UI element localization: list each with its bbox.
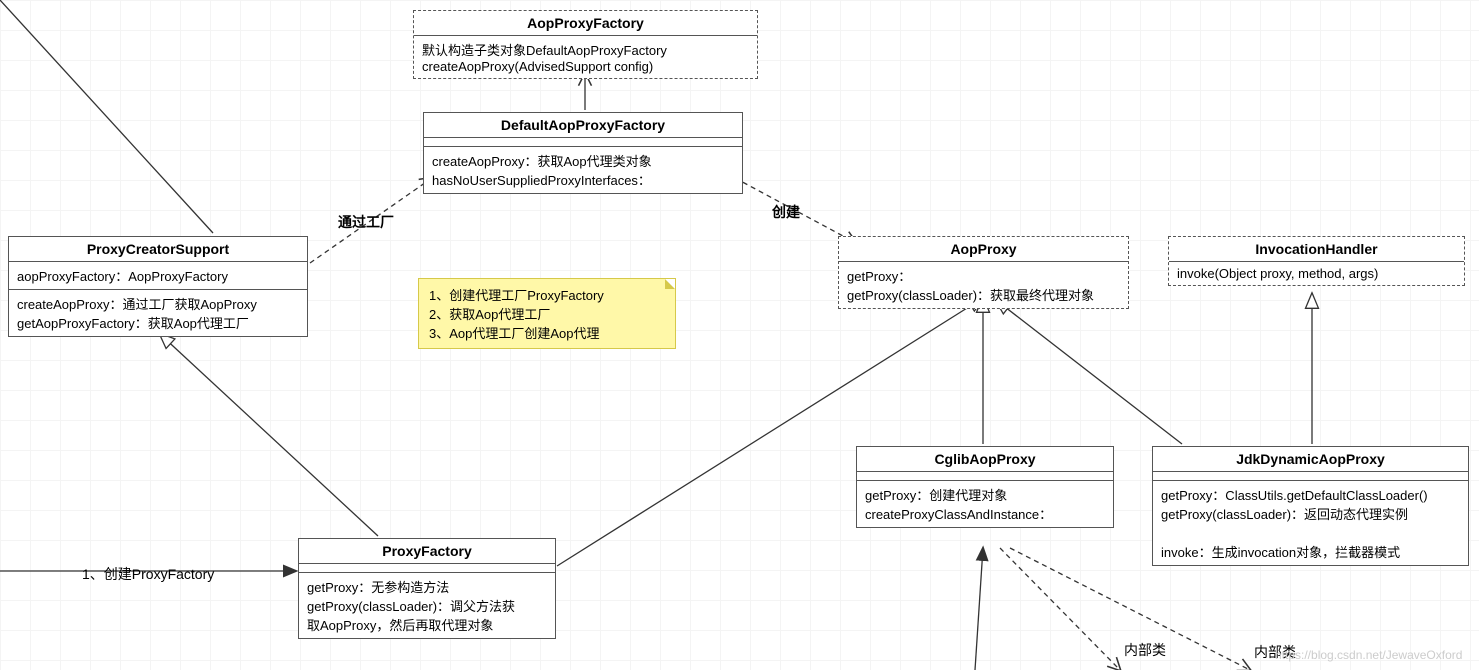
class-defaultaopproxyfactory: DefaultAopProxyFactory createAopProxy：获取… [423,112,743,194]
class-methods: getProxy：ClassUtils.getDefaultClassLoade… [1153,481,1468,565]
class-body: 默认构造子类对象DefaultAopProxyFactory createAop… [414,36,757,78]
class-title: AopProxy [839,237,1128,262]
class-title: InvocationHandler [1169,237,1464,262]
class-title: CglibAopProxy [857,447,1113,472]
class-methods: createAopProxy：获取Aop代理类对象 hasNoUserSuppl… [424,147,742,193]
class-title: AopProxyFactory [414,11,757,36]
class-methods: getProxy：无参构造方法 getProxy(classLoader)：调父… [299,573,555,638]
edge-label-via-factory: 通过工厂 [338,212,394,232]
class-title: ProxyCreatorSupport [9,237,307,262]
class-methods: invoke(Object proxy, method, args) [1169,262,1464,285]
class-title: ProxyFactory [299,539,555,564]
class-methods: getProxy：创建代理对象 createProxyClassAndInsta… [857,481,1113,527]
edge-label-create: 创建 [772,202,800,222]
class-title: JdkDynamicAopProxy [1153,447,1468,472]
class-invocationhandler: InvocationHandler invoke(Object proxy, m… [1168,236,1465,286]
class-proxyfactory: ProxyFactory getProxy：无参构造方法 getProxy(cl… [298,538,556,639]
class-empty-section [857,472,1113,481]
class-jdkdynamicaopproxy: JdkDynamicAopProxy getProxy：ClassUtils.g… [1152,446,1469,566]
class-methods: createAopProxy：通过工厂获取AopProxy getAopProx… [9,290,307,336]
edge-label-create-proxyfactory: 1、创建ProxyFactory [82,564,214,584]
class-empty-section [424,138,742,147]
watermark: https://blog.csdn.net/JewaveOxford [1275,648,1462,662]
class-methods: getProxy： getProxy(classLoader)：获取最终代理对象 [839,262,1128,308]
note-steps: 1、创建代理工厂ProxyFactory 2、获取Aop代理工厂 3、Aop代理… [418,278,676,349]
class-title: DefaultAopProxyFactory [424,113,742,138]
class-aopproxy: AopProxy getProxy： getProxy(classLoader)… [838,236,1129,309]
class-proxycreatorsupport: ProxyCreatorSupport aopProxyFactory：AopP… [8,236,308,337]
class-empty-section [299,564,555,573]
edge-label-innerclass-1: 内部类 [1124,640,1166,660]
class-empty-section [1153,472,1468,481]
class-fields: aopProxyFactory：AopProxyFactory [9,262,307,290]
class-cglibaopproxy: CglibAopProxy getProxy：创建代理对象 createProx… [856,446,1114,528]
class-aopproxyfactory: AopProxyFactory 默认构造子类对象DefaultAopProxyF… [413,10,758,79]
